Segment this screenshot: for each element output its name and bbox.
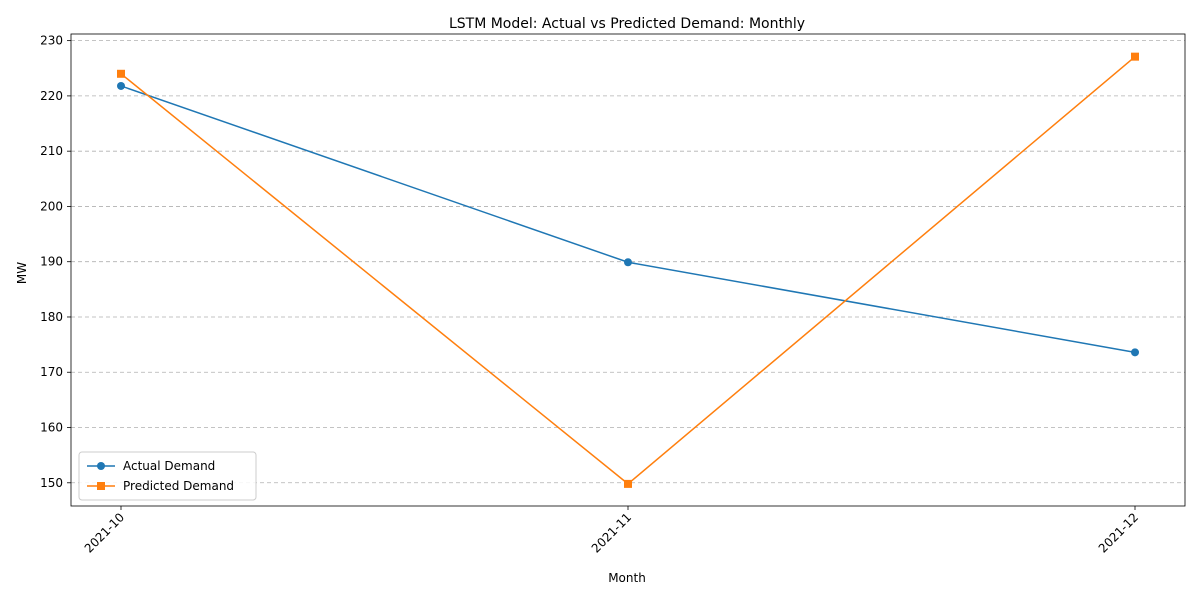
y-tick-label: 230 bbox=[40, 34, 63, 48]
legend-item: Actual Demand bbox=[87, 459, 215, 473]
series-0 bbox=[117, 81, 1139, 357]
x-tick-label: 2021-11 bbox=[589, 510, 634, 555]
data-point bbox=[624, 479, 632, 488]
y-tick-label: 190 bbox=[40, 255, 63, 269]
y-axis-label: MW bbox=[15, 262, 29, 284]
y-tick-label: 210 bbox=[40, 144, 63, 158]
data-point bbox=[1131, 52, 1139, 61]
legend: Actual Demand Predicted Demand bbox=[78, 451, 257, 501]
legend-marker bbox=[97, 482, 105, 490]
legend-box bbox=[78, 451, 257, 501]
plot-frame bbox=[70, 33, 1186, 507]
y-tick-label: 200 bbox=[40, 199, 63, 213]
y-tick-label: 160 bbox=[40, 421, 63, 435]
y-tick-label: 220 bbox=[40, 89, 63, 103]
x-tick-label: 2021-12 bbox=[1096, 510, 1141, 555]
x-axis-label: Month bbox=[608, 571, 646, 585]
data-point bbox=[624, 258, 632, 267]
legend-item: Predicted Demand bbox=[87, 479, 234, 493]
series-line bbox=[120, 85, 1136, 354]
series-line bbox=[120, 56, 1136, 485]
data-point bbox=[117, 81, 125, 90]
series-1 bbox=[117, 52, 1139, 488]
legend-label: Actual Demand bbox=[123, 459, 215, 473]
y-tick-label: 170 bbox=[40, 365, 63, 379]
data-point bbox=[117, 69, 125, 78]
data-point bbox=[1131, 348, 1139, 357]
legend-marker bbox=[97, 462, 105, 470]
legend-label: Predicted Demand bbox=[123, 479, 234, 493]
series-layer bbox=[117, 52, 1139, 488]
y-tick-label: 150 bbox=[40, 476, 63, 490]
y-tick-label: 180 bbox=[40, 310, 63, 324]
x-tick-label: 2021-10 bbox=[82, 510, 127, 555]
chart-title: LSTM Model: Actual vs Predicted Demand: … bbox=[449, 16, 805, 32]
